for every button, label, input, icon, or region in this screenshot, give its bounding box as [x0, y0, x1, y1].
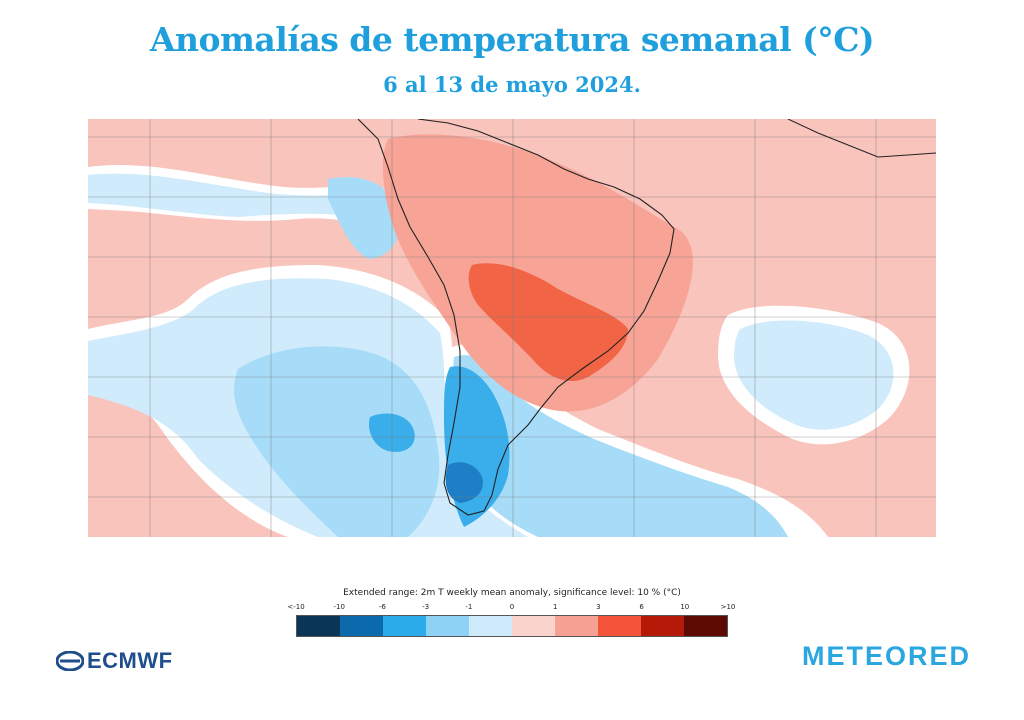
colorbar-legend: Extended range: 2m T weekly mean anomaly…: [287, 588, 735, 637]
legend-swatches: [296, 615, 728, 637]
africa-coastline: [787, 119, 936, 158]
ecmwf-logo-icon: [56, 651, 84, 671]
legend-tick-label: >10: [720, 603, 736, 611]
south-america-coastline: [357, 119, 675, 516]
legend-ticks: <-10 -10 -6 -3 -1 0 1 3 6 10 >10: [287, 603, 735, 613]
legend-swatch: [426, 616, 469, 636]
cool-region-peru-coast: [328, 177, 400, 259]
legend-swatch: [383, 616, 426, 636]
legend-swatch: [555, 616, 598, 636]
legend-tick-label: -1: [465, 603, 473, 611]
legend-tick-label: -3: [422, 603, 430, 611]
legend-tick-label: 0: [509, 603, 515, 611]
legend-tick-label: 3: [596, 603, 601, 611]
legend-swatch: [297, 616, 340, 636]
legend-tick-label: <-10: [287, 603, 305, 611]
legend-swatch: [512, 616, 555, 636]
legend-tick-label: 10: [680, 603, 690, 611]
legend-tick-label: -10: [333, 603, 345, 611]
anomaly-map: [88, 119, 936, 537]
map-canvas: [88, 119, 936, 537]
cool-region-patagonia-deep: [445, 462, 483, 503]
legend-swatch: [641, 616, 684, 636]
lat-lon-grid: [88, 119, 936, 537]
cool-band-north: [88, 173, 392, 221]
cool-region-argentina: [452, 355, 788, 537]
legend-tick-label: 6: [639, 603, 644, 611]
legend-swatch: [598, 616, 641, 636]
warm-core-paraguay-brazil: [468, 263, 628, 382]
cool-region-south-atlantic: [734, 320, 894, 430]
page-title: Anomalías de temperatura semanal (°C): [149, 20, 875, 59]
page-subtitle: 6 al 13 de mayo 2024.: [383, 72, 641, 97]
ecmwf-logo-text: ECMWF: [87, 648, 173, 673]
legend-title: Extended range: 2m T weekly mean anomaly…: [343, 588, 681, 598]
ecmwf-logo: ECMWF: [56, 648, 173, 674]
legend-swatch: [684, 616, 727, 636]
legend-tick-label: 1: [552, 603, 558, 611]
meteored-logo: METEORED: [802, 641, 972, 671]
legend-tick-label: -6: [378, 603, 386, 611]
cool-region-south-pacific-mid: [234, 346, 440, 537]
legend-swatch: [340, 616, 383, 636]
legend-swatch: [469, 616, 512, 636]
